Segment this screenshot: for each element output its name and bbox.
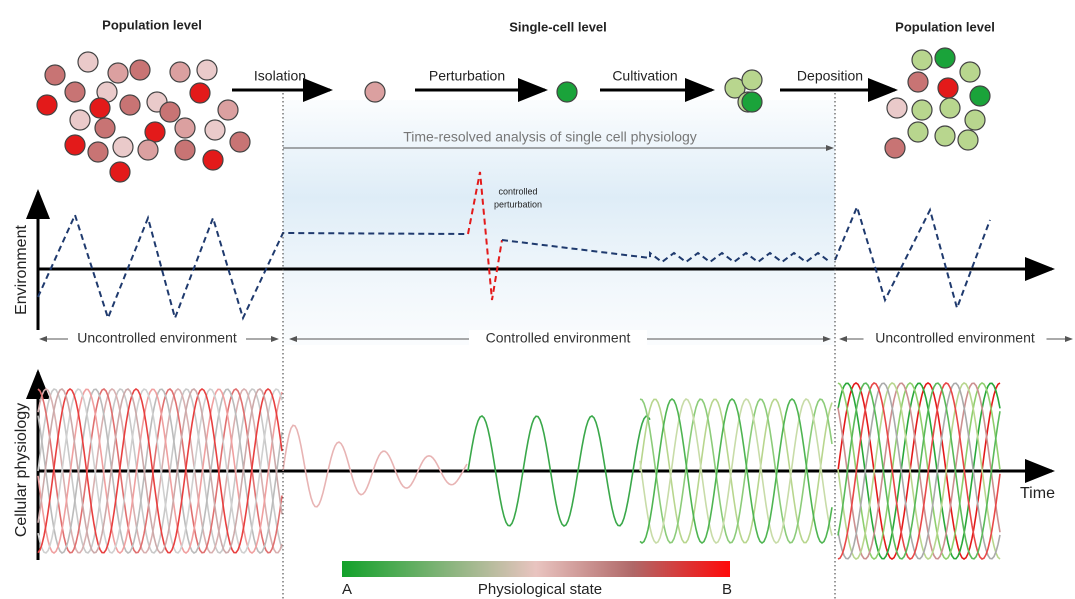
cell bbox=[129, 59, 151, 81]
cell bbox=[556, 81, 578, 103]
cell bbox=[64, 134, 86, 156]
cell bbox=[89, 97, 111, 119]
cell bbox=[144, 121, 166, 143]
cell bbox=[741, 69, 763, 91]
cell bbox=[934, 47, 956, 69]
physiology-wave bbox=[37, 388, 283, 554]
physiology-wave bbox=[639, 398, 833, 544]
cell bbox=[724, 77, 746, 99]
note: controlled bbox=[498, 186, 537, 196]
cell bbox=[44, 64, 66, 86]
cell bbox=[87, 141, 109, 163]
cell bbox=[36, 94, 58, 116]
cell bbox=[886, 97, 908, 119]
level-label: Population level bbox=[102, 17, 202, 32]
physiology-wave bbox=[639, 397, 833, 545]
step-label: Deposition bbox=[797, 68, 863, 84]
cell bbox=[204, 119, 226, 141]
cell bbox=[107, 62, 129, 84]
axis-label: Time bbox=[1020, 485, 1055, 502]
cell bbox=[911, 49, 933, 71]
zone-label: Controlled environment bbox=[486, 330, 631, 346]
cell bbox=[109, 161, 131, 183]
controlled-region bbox=[283, 100, 835, 345]
physiology-wave bbox=[639, 397, 833, 545]
cell bbox=[907, 71, 929, 93]
physiology-wave bbox=[37, 388, 283, 554]
env-spike bbox=[467, 171, 503, 301]
zone-label: Uncontrolled environment bbox=[875, 330, 1035, 346]
cell bbox=[741, 91, 763, 113]
physiology-wave bbox=[37, 388, 283, 554]
colorbar bbox=[342, 561, 730, 577]
legend-label: A bbox=[342, 581, 352, 598]
cell bbox=[937, 77, 959, 99]
cell bbox=[137, 139, 159, 161]
cell bbox=[64, 81, 86, 103]
step-label: Perturbation bbox=[429, 68, 505, 84]
cell bbox=[969, 85, 991, 107]
env-trace bbox=[501, 239, 831, 264]
cell bbox=[911, 99, 933, 121]
cell bbox=[174, 117, 196, 139]
cell bbox=[119, 94, 141, 116]
step-label: Cultivation bbox=[612, 68, 677, 84]
layout bbox=[26, 47, 1073, 560]
cell bbox=[934, 125, 956, 147]
cell bbox=[159, 101, 181, 123]
physiology-wave bbox=[37, 388, 283, 554]
cell bbox=[77, 51, 99, 73]
cell bbox=[169, 61, 191, 83]
cell bbox=[364, 81, 386, 103]
label-bg bbox=[469, 330, 647, 348]
cell bbox=[964, 109, 986, 131]
cell bbox=[939, 97, 961, 119]
level-label: Single-cell level bbox=[509, 19, 607, 34]
cell bbox=[202, 149, 224, 171]
cell bbox=[957, 129, 979, 151]
level-label: Population level bbox=[895, 19, 995, 34]
env-trace bbox=[37, 212, 469, 322]
physiology-wave bbox=[837, 382, 1001, 560]
physiology-wave bbox=[37, 388, 283, 554]
cell bbox=[907, 121, 929, 143]
env-trace bbox=[834, 204, 991, 312]
cell bbox=[217, 99, 239, 121]
step-label: Isolation bbox=[254, 68, 306, 84]
legend-label: B bbox=[722, 581, 732, 598]
physiology-wave bbox=[837, 382, 1001, 560]
cell bbox=[112, 136, 134, 158]
physiology-wave bbox=[282, 424, 468, 508]
cell bbox=[69, 109, 91, 131]
axis-label: Environment bbox=[13, 225, 30, 315]
cell bbox=[959, 61, 981, 83]
cell bbox=[189, 82, 211, 104]
physiology-wave bbox=[37, 388, 283, 554]
legend-title: Physiological state bbox=[478, 581, 602, 598]
physiology-wave bbox=[837, 382, 1001, 560]
label-bg bbox=[68, 330, 246, 348]
cell bbox=[174, 139, 196, 161]
analysis-label: Time-resolved analysis of single cell ph… bbox=[403, 129, 697, 145]
cell bbox=[94, 117, 116, 139]
axis-label: Cellular physiology bbox=[13, 403, 30, 537]
cell bbox=[229, 131, 251, 153]
cell bbox=[884, 137, 906, 159]
label-bg bbox=[863, 330, 1047, 348]
cell bbox=[196, 59, 218, 81]
physiology-wave bbox=[639, 398, 833, 544]
physiology-wave bbox=[467, 415, 651, 527]
zone-label: Uncontrolled environment bbox=[77, 330, 237, 346]
note: perturbation bbox=[494, 199, 542, 209]
